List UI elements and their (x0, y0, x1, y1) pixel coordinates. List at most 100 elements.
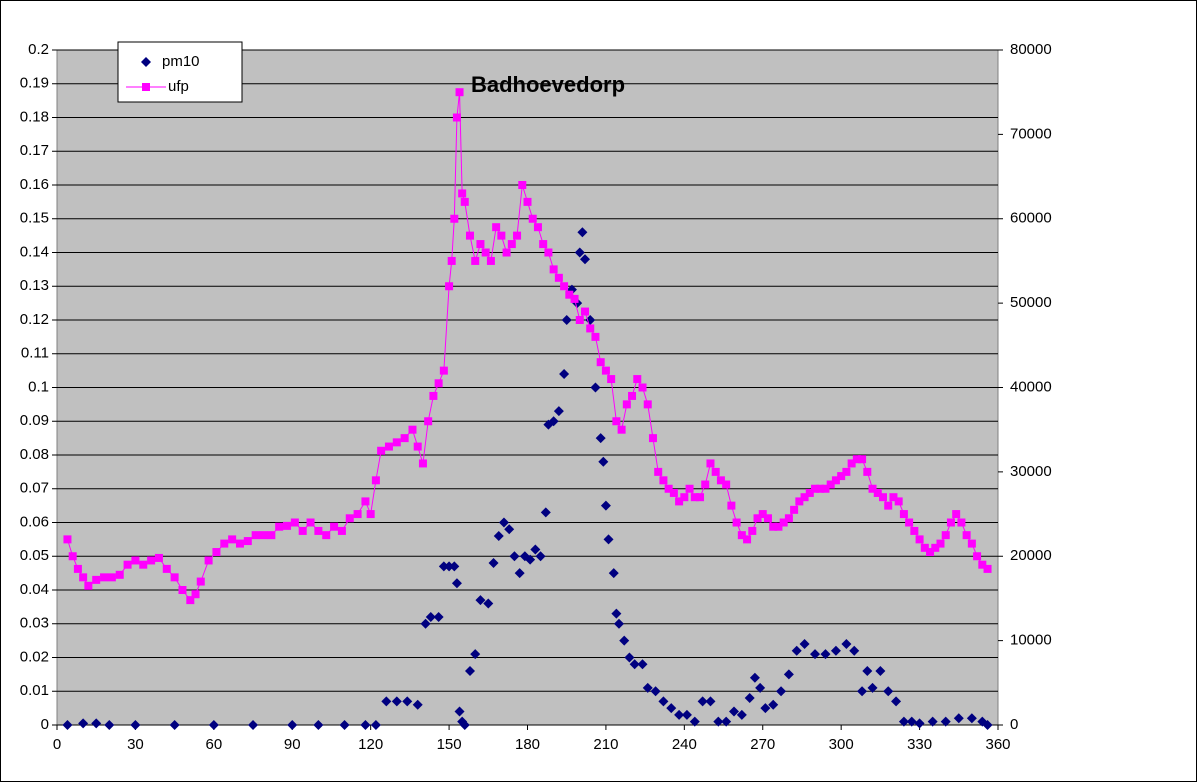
point (429, 391, 438, 400)
point (705, 696, 716, 707)
point (84, 581, 93, 590)
point (711, 467, 720, 476)
y-tick-label: 0.08 (20, 446, 49, 463)
point (966, 713, 977, 724)
point (360, 720, 371, 730)
point (314, 526, 323, 535)
point (737, 531, 746, 540)
point (459, 720, 470, 730)
point (905, 518, 914, 527)
point (251, 531, 260, 540)
point (513, 231, 522, 240)
point (581, 307, 590, 316)
point (674, 709, 685, 720)
point (178, 586, 187, 594)
point (62, 720, 73, 730)
point (910, 526, 919, 535)
point (863, 467, 872, 476)
point (612, 417, 621, 426)
point (535, 551, 546, 562)
point (940, 716, 951, 727)
point (447, 256, 456, 265)
point (748, 526, 757, 535)
x-tick-label: 90 (284, 736, 301, 753)
point (659, 476, 668, 485)
point (548, 416, 559, 427)
y2-tick-label: 30000 (1010, 463, 1052, 480)
y-tick-label: 0.15 (20, 210, 49, 227)
point (339, 720, 350, 730)
point (493, 531, 504, 541)
point (497, 231, 506, 240)
point (433, 612, 444, 622)
y-tick-label: 0.16 (20, 176, 49, 193)
grid: 0 0.01 0.02 0.03 0.04 0.05 0.06 0.07 0.08 0.09 0.1… (20, 41, 1052, 753)
y-tick-label: 0.13 (20, 277, 49, 294)
point (577, 227, 588, 238)
point (749, 672, 760, 683)
point (628, 391, 637, 400)
point (899, 510, 908, 519)
point (570, 294, 579, 303)
point (685, 484, 694, 493)
point (811, 484, 820, 493)
y-tick-label: 0.09 (20, 412, 49, 429)
point (721, 716, 732, 727)
x-tick-label: 300 (829, 736, 854, 753)
legend-marker (141, 57, 151, 67)
point (596, 358, 605, 367)
point (361, 497, 370, 506)
point (957, 518, 966, 527)
legend-marker (142, 83, 150, 91)
y-tick-label: 0 (41, 716, 49, 733)
point (603, 534, 614, 545)
point (449, 561, 460, 572)
point (914, 718, 925, 729)
point (624, 652, 635, 663)
point (208, 720, 219, 730)
point (413, 442, 422, 451)
point (186, 596, 195, 605)
point (455, 88, 464, 97)
point (826, 480, 835, 489)
point (867, 682, 878, 693)
point (875, 666, 886, 676)
point (598, 456, 609, 467)
point (464, 666, 475, 676)
point (460, 197, 469, 206)
point (580, 254, 591, 265)
point (936, 539, 945, 548)
point (821, 484, 830, 493)
point (191, 590, 200, 599)
point (322, 531, 331, 540)
legend-label: ufp (168, 78, 189, 95)
point (518, 181, 527, 189)
point (267, 531, 276, 540)
point (873, 488, 882, 497)
legend-label: pm10 (162, 53, 200, 70)
point (658, 696, 669, 707)
x-tick-label: 60 (205, 736, 222, 753)
point (590, 382, 601, 393)
point (92, 575, 101, 584)
point (451, 578, 462, 589)
point (744, 693, 755, 703)
point (952, 510, 961, 519)
point (565, 290, 574, 299)
point (559, 369, 570, 379)
point (371, 476, 380, 485)
point (498, 517, 509, 528)
point (680, 493, 689, 502)
point (330, 522, 339, 531)
point (891, 696, 902, 707)
point (91, 718, 102, 729)
x-tick-label: 330 (907, 736, 932, 753)
point (454, 706, 465, 717)
point (445, 282, 454, 291)
point (170, 573, 179, 582)
point (920, 543, 929, 552)
point (768, 699, 779, 710)
point (475, 595, 486, 606)
point (805, 488, 814, 497)
